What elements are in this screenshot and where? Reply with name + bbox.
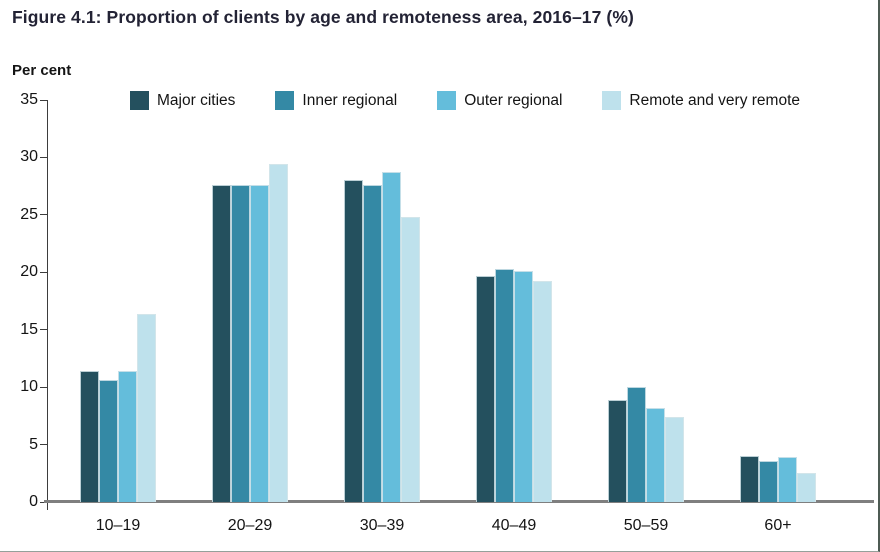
bar-group: [212, 164, 288, 502]
bar: [797, 473, 816, 502]
bar: [137, 313, 156, 502]
legend-label: Remote and very remote: [629, 91, 800, 109]
y-tick-mark: [40, 444, 47, 446]
x-tick-label: 30–39: [359, 517, 405, 534]
bar: [646, 407, 665, 502]
chart-legend: Major cities Inner regional Outer regional…: [130, 91, 800, 110]
x-tick-label: 10–19: [95, 517, 141, 534]
y-tick-label: 20: [20, 263, 38, 281]
y-axis-line: [47, 100, 48, 510]
legend-item: Inner regional: [275, 91, 397, 110]
bar: [99, 380, 118, 502]
bar-group: [344, 172, 420, 502]
y-tick-label: 30: [20, 148, 38, 166]
bar: [533, 281, 552, 502]
bar: [250, 185, 269, 502]
bar-group: [80, 313, 156, 502]
bar-group: [476, 268, 552, 502]
x-axis-line: [44, 500, 874, 503]
legend-swatch-icon: [602, 91, 622, 110]
y-tick-label: 25: [20, 205, 38, 223]
bar: [269, 164, 288, 502]
y-tick-label: 15: [20, 320, 38, 338]
y-tick-mark: [40, 329, 47, 331]
bar: [344, 180, 363, 502]
legend-label: Major cities: [157, 91, 236, 109]
y-tick-mark: [40, 271, 47, 273]
y-tick-label: 0: [29, 493, 38, 510]
y-tick-mark: [40, 501, 47, 503]
bar: [514, 271, 533, 502]
bar: [401, 217, 420, 502]
plot-area: [48, 100, 860, 502]
y-tick-label: 10: [20, 378, 38, 396]
bar: [231, 185, 250, 502]
legend-item: Remote and very remote: [602, 91, 800, 110]
bar: [665, 417, 684, 502]
legend-swatch-icon: [130, 91, 149, 110]
bar: [212, 185, 231, 502]
bar: [118, 371, 137, 502]
y-tick-mark: [40, 214, 47, 216]
x-tick-label: 40–49: [491, 517, 537, 534]
y-tick-label: 35: [20, 91, 38, 108]
bar-group: [608, 387, 684, 502]
legend-label: Inner regional: [302, 91, 398, 109]
figure-title: Figure 4.1: Proportion of clients by age…: [12, 7, 634, 27]
bar: [778, 457, 797, 502]
y-tick-label: 5: [29, 435, 38, 453]
x-tick-label: 60+: [764, 517, 792, 534]
bar: [363, 185, 382, 502]
legend-item: Outer regional: [437, 91, 562, 110]
legend-label: Outer regional: [464, 91, 563, 109]
x-tick-label: 20–29: [227, 517, 273, 534]
bar: [608, 399, 627, 502]
bar: [740, 456, 759, 502]
y-tick-mark: [40, 156, 47, 158]
legend-item: Major cities: [130, 91, 235, 110]
y-axis-title: Per cent: [12, 62, 72, 79]
bar: [476, 275, 495, 502]
bar-group: [740, 456, 816, 502]
bar: [80, 371, 99, 502]
x-tick-label: 50–59: [623, 517, 669, 534]
y-tick-mark: [40, 99, 47, 101]
bar: [627, 387, 646, 502]
legend-swatch-icon: [275, 91, 295, 110]
bar: [759, 460, 778, 502]
bar: [382, 172, 401, 502]
y-tick-mark: [40, 386, 47, 388]
legend-swatch-icon: [437, 91, 457, 110]
bar: [495, 268, 514, 502]
